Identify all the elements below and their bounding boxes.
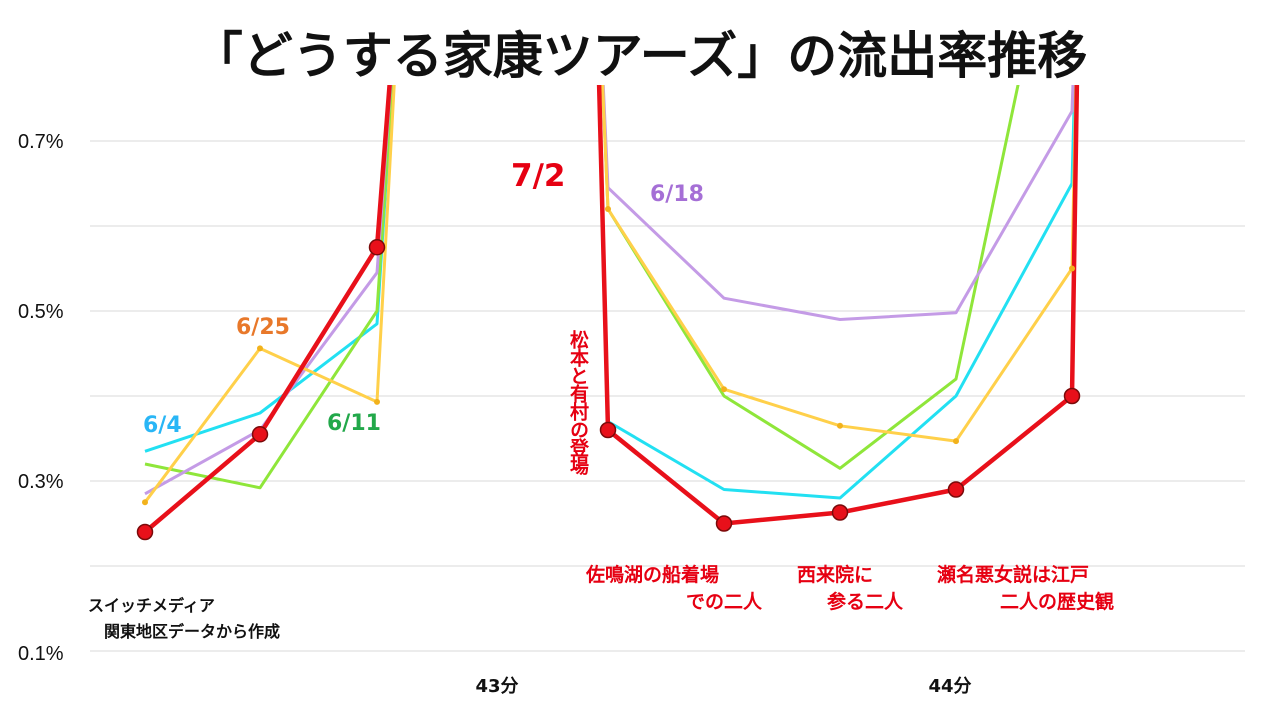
series-label-6-11: 6/11 <box>327 411 381 436</box>
series-layer <box>136 85 1081 541</box>
series-line-6-18 <box>144 85 393 496</box>
y-tick-label: 0.1% <box>18 643 64 665</box>
y-axis-ticks: 0.7% 0.5% 0.3% 0.1% <box>18 131 64 665</box>
source-note: スイッチメディア 関東地区データから作成 <box>88 596 280 641</box>
x-tick-label: 44分 <box>928 676 971 697</box>
data-point-6-25 <box>142 499 148 506</box>
annotation-line: での二人 <box>686 591 763 613</box>
scene-annotations: 佐鳴湖の船着場 での二人 西来院に 参る二人 瀬名悪女説は江戸 二人の歴史観 <box>585 563 1114 613</box>
x-tick-label: 43分 <box>475 676 518 697</box>
series-line-7-2 <box>143 85 392 534</box>
series-label-6-18: 6/18 <box>650 182 704 207</box>
source-line: スイッチメディア <box>88 596 215 615</box>
data-point-6-25 <box>837 422 843 429</box>
annotation-line: 二人の歴史観 <box>1000 590 1114 613</box>
source-line: 関東地区データから作成 <box>104 622 280 641</box>
data-point-7-2 <box>1063 387 1081 405</box>
y-tick-label: 0.7% <box>18 131 64 153</box>
annotation-line: 西来院に <box>797 563 873 586</box>
data-point-6-25 <box>374 398 380 405</box>
chart-title: 「どうする家康ツアーズ」の流出率推移 <box>193 27 1088 85</box>
data-point-6-25 <box>953 438 959 445</box>
series-labels: 6/4 6/11 6/18 6/25 7/2 <box>143 158 704 438</box>
series-line-6-25 <box>143 85 396 504</box>
data-point-7-2 <box>715 515 733 532</box>
data-point-7-2 <box>947 481 965 498</box>
annotation-line: 瀬名悪女説は江戸 <box>937 563 1089 586</box>
annotation-line: 佐鳴湖の船着場 <box>585 563 719 586</box>
data-point-6-25 <box>1069 265 1075 272</box>
series-label-6-4: 6/4 <box>143 413 182 438</box>
annotation-line: 参る二人 <box>827 590 904 613</box>
data-point-6-25 <box>605 206 611 212</box>
data-point-7-2 <box>136 523 154 541</box>
series-label-6-25: 6/25 <box>236 315 290 340</box>
data-point-7-2 <box>831 504 849 521</box>
y-tick-label: 0.5% <box>18 301 64 323</box>
data-point-6-25 <box>257 345 263 352</box>
y-tick-label: 0.3% <box>18 471 64 493</box>
annotation-tohjo: 松本と有村の登場 <box>567 329 590 476</box>
data-point-6-25 <box>721 386 727 393</box>
series-label-7-2: 7/2 <box>511 158 565 194</box>
data-point-7-2 <box>599 421 617 439</box>
x-axis-ticks: 43分 44分 <box>475 676 971 697</box>
data-point-7-2 <box>251 426 269 443</box>
data-point-7-2 <box>368 239 386 256</box>
